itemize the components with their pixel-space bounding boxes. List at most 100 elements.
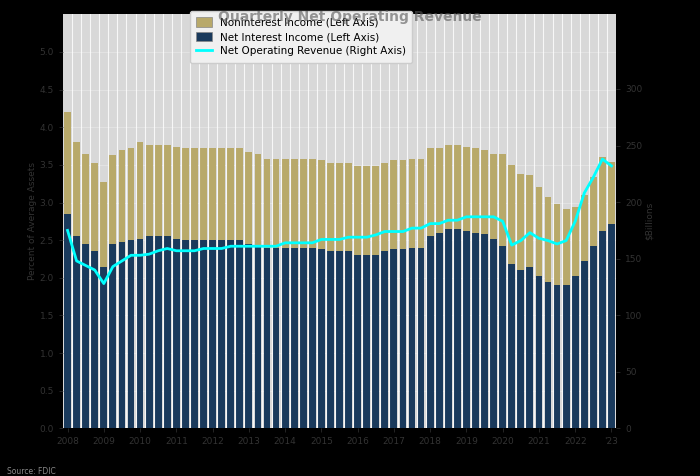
Bar <box>354 255 361 428</box>
Bar <box>499 246 506 428</box>
Bar <box>109 155 116 244</box>
Bar <box>372 255 379 428</box>
Bar <box>391 160 398 249</box>
Bar <box>281 159 288 248</box>
Bar <box>472 233 479 428</box>
Bar <box>272 248 279 428</box>
Bar <box>237 240 243 428</box>
Bar <box>83 244 89 428</box>
Bar <box>563 208 570 285</box>
Bar <box>146 237 153 428</box>
Bar <box>572 276 579 428</box>
Bar <box>118 150 125 242</box>
Bar <box>536 276 542 428</box>
Bar <box>436 149 442 233</box>
Bar <box>246 244 252 428</box>
Bar <box>218 149 225 240</box>
Bar <box>418 159 424 248</box>
Bar <box>445 145 452 229</box>
Bar <box>563 285 570 428</box>
Bar <box>109 244 116 428</box>
Bar <box>445 229 452 428</box>
Bar <box>182 149 189 240</box>
Bar <box>508 264 515 428</box>
Bar <box>409 248 415 428</box>
Bar <box>545 282 552 428</box>
Bar <box>581 261 588 428</box>
Bar <box>436 233 442 428</box>
Bar <box>545 197 552 282</box>
Bar <box>454 145 461 229</box>
Bar <box>599 158 605 231</box>
Bar <box>508 165 515 264</box>
Bar <box>91 163 98 251</box>
Bar <box>164 237 171 428</box>
Bar <box>599 231 605 428</box>
Bar <box>74 237 80 428</box>
Bar <box>246 152 252 244</box>
Bar <box>127 240 134 428</box>
Bar <box>581 195 588 261</box>
Bar <box>281 248 288 428</box>
Bar <box>309 248 316 428</box>
Bar <box>64 214 71 428</box>
Legend: Noninterest Income (Left Axis), Net Interest Income (Left Axis), Net Operating R: Noninterest Income (Left Axis), Net Inte… <box>190 11 412 63</box>
Bar <box>155 237 162 428</box>
Bar <box>526 267 533 428</box>
Bar <box>517 174 524 270</box>
Bar <box>173 238 180 428</box>
Bar <box>64 112 71 214</box>
Bar <box>409 159 415 248</box>
Bar <box>74 142 80 237</box>
Bar <box>290 248 298 428</box>
Bar <box>418 248 424 428</box>
Bar <box>391 249 398 428</box>
Text: Quarterly Net Operating Revenue: Quarterly Net Operating Revenue <box>218 10 482 23</box>
Bar <box>490 154 497 238</box>
Bar <box>336 163 343 251</box>
Bar <box>209 149 216 240</box>
Bar <box>200 240 207 428</box>
Bar <box>264 248 270 428</box>
Bar <box>327 251 334 428</box>
Bar <box>191 149 198 240</box>
Bar <box>318 160 325 249</box>
Bar <box>327 163 334 251</box>
Bar <box>155 145 162 237</box>
Bar <box>218 240 225 428</box>
Bar <box>336 251 343 428</box>
Bar <box>255 246 261 428</box>
Bar <box>499 154 506 246</box>
Bar <box>237 149 243 240</box>
Bar <box>228 149 234 240</box>
Bar <box>136 142 144 238</box>
Bar <box>400 249 407 428</box>
Bar <box>481 150 488 234</box>
Bar <box>472 149 479 233</box>
Bar <box>536 188 542 276</box>
Bar <box>463 147 470 231</box>
Bar <box>554 285 561 428</box>
Bar <box>290 159 298 248</box>
Bar <box>272 159 279 248</box>
Bar <box>363 255 370 428</box>
Bar <box>209 240 216 428</box>
Bar <box>300 159 307 248</box>
Text: Source: FDIC: Source: FDIC <box>7 466 56 476</box>
Bar <box>481 234 488 428</box>
Bar <box>191 240 198 428</box>
Bar <box>309 159 316 248</box>
Bar <box>127 149 134 240</box>
Bar <box>427 237 433 428</box>
Bar <box>118 242 125 428</box>
Bar <box>146 145 153 237</box>
Bar <box>182 240 189 428</box>
Bar <box>354 167 361 255</box>
Bar <box>590 177 596 246</box>
Bar <box>490 238 497 428</box>
Bar <box>91 251 98 428</box>
Bar <box>228 240 234 428</box>
Bar <box>517 270 524 428</box>
Bar <box>255 154 261 246</box>
Bar <box>200 149 207 240</box>
